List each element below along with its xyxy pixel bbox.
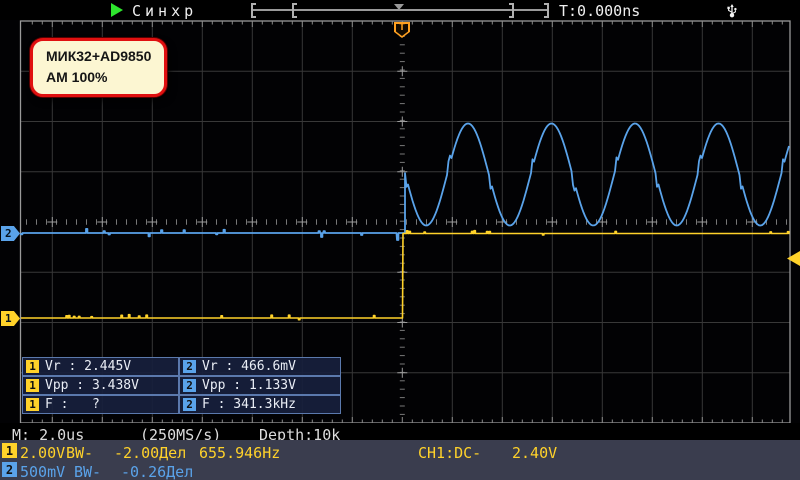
- trigger-level-readout: 2.40V: [512, 444, 558, 462]
- ch2-scale-readout: 500mV: [20, 463, 66, 480]
- ch1-badge: 1: [26, 379, 39, 392]
- memory-depth-readout: Depth:10k: [259, 426, 341, 444]
- ch1-badge[interactable]: 1: [2, 443, 17, 458]
- measurement-cell: 2 F : 341.3kHz: [179, 395, 341, 414]
- record-bracket-right-icon: [544, 3, 549, 18]
- measurement-value: Vpp : 3.438V: [45, 378, 139, 393]
- top-status-bar: Синхр T:0.000ns: [0, 0, 800, 20]
- ch1-badge: 1: [26, 360, 39, 373]
- callout-line2: АМ 100%: [46, 69, 108, 85]
- record-line: [253, 9, 547, 11]
- annotation-callout: МИК32+AD9850 АМ 100%: [30, 38, 168, 97]
- graticule: [19, 20, 791, 424]
- measurement-cell: 2 Vr : 466.6mV: [179, 357, 341, 376]
- trigger-source-readout: CH1:DC-: [418, 444, 482, 462]
- ch1-flag-number: 1: [5, 312, 12, 325]
- ch1-waveform-trace: [21, 229, 790, 321]
- ch1-bw-indicator: BW-: [66, 444, 94, 462]
- ch2-flag-number: 2: [5, 227, 12, 240]
- measurement-cell: 2 Vpp : 1.133V: [179, 376, 341, 395]
- ch2-badge: 2: [183, 398, 196, 411]
- acquisition-status-bar: M: 2.0us (250MS/s) Depth:10k: [0, 423, 800, 444]
- ch1-badge: 1: [26, 398, 39, 411]
- ch1-frequency-readout: 655.946Hz: [199, 444, 281, 462]
- ch1-scale-readout: 2.00V: [20, 444, 66, 462]
- measurement-value: Vpp : 1.133V: [202, 378, 296, 393]
- callout-line1: МИК32+AD9850: [46, 48, 152, 64]
- measurement-value: F : 341.3kHz: [202, 397, 296, 412]
- trigger-time-readout: T:0.000ns: [559, 2, 641, 20]
- measurement-value: F : ?: [45, 397, 100, 412]
- ch2-badge: 2: [183, 379, 196, 392]
- ch2-position-flag[interactable]: 2: [1, 226, 20, 241]
- ch2-offset-readout: -0.26Дел: [121, 463, 194, 480]
- run-state-icon: [111, 3, 123, 17]
- record-position-indicator: [251, 3, 549, 18]
- graticule-and-waveforms: [19, 20, 791, 424]
- timebase-readout: M: 2.0us: [12, 426, 85, 444]
- usb-icon: [726, 2, 738, 22]
- measurement-cell: 1 Vr : 2.445V: [22, 357, 179, 376]
- trigger-marker-letter: T: [398, 22, 406, 33]
- window-bracket-right-icon: [509, 3, 514, 18]
- measurement-value: Vr : 2.445V: [45, 359, 132, 374]
- ch1-offset-readout: -2.00Дел: [114, 444, 187, 462]
- sample-rate-readout: (250MS/s): [140, 426, 222, 444]
- measurement-value: Vr : 466.6mV: [202, 359, 296, 374]
- ch2-badge[interactable]: 2: [2, 462, 17, 477]
- measurement-panel: 1 Vr : 2.445V 2 Vr : 466.6mV 1 Vpp : 3.4…: [22, 357, 341, 414]
- ch2-waveform-trace: [20, 122, 790, 241]
- ch2-badge: 2: [183, 360, 196, 373]
- ch1-position-flag[interactable]: 1: [1, 311, 20, 326]
- window-bracket-left-icon: [292, 3, 297, 18]
- trigger-position-arrow-icon: [394, 4, 404, 10]
- trigger-position-marker[interactable]: T: [394, 22, 410, 38]
- ch2-bw-indicator: BW-: [74, 463, 102, 480]
- record-bracket-left-icon: [251, 3, 256, 18]
- trigger-marker-fill: [396, 24, 408, 36]
- sync-label: Синхр: [132, 2, 198, 20]
- measurement-cell: 1 F : ?: [22, 395, 179, 414]
- measurement-cell: 1 Vpp : 3.438V: [22, 376, 179, 395]
- channel-info-bar: 1 2.00V BW- -2.00Дел 655.946Hz CH1:DC- 2…: [0, 440, 800, 480]
